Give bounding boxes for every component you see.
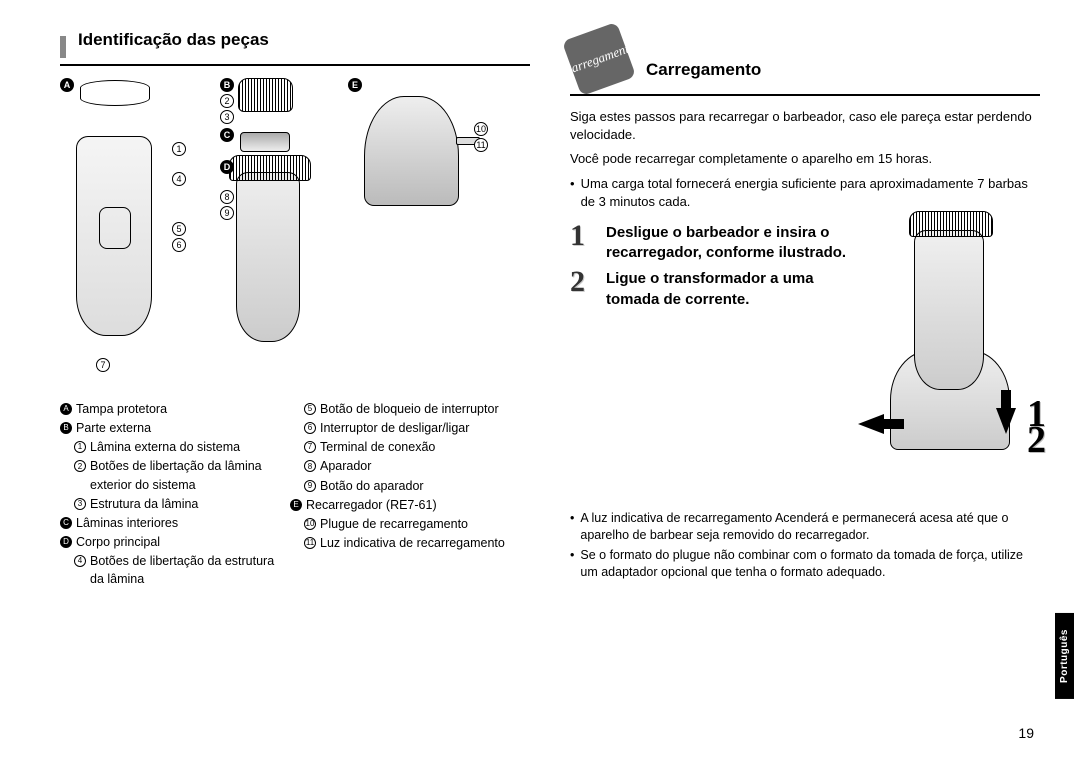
left-title: Identificação das peças: [74, 30, 269, 50]
step-number-2: 2: [570, 267, 596, 297]
legend-item: 7Terminal de conexão: [304, 438, 530, 456]
marker-4: 4: [172, 172, 186, 186]
marker-b: B: [220, 78, 234, 92]
marker-1: 1: [172, 142, 186, 156]
marker-e: E: [348, 78, 362, 92]
note-text: A luz indicativa de recarregamento Acend…: [580, 510, 1040, 545]
left-column: Identificação das peças A B C D E 1 2 3 …: [60, 30, 530, 729]
marker-5: 5: [172, 222, 186, 236]
note-item: • Se o formato do plugue não combinar co…: [570, 547, 1040, 582]
bullet-dot: •: [570, 175, 575, 211]
marker-10: 10: [474, 122, 488, 136]
section-header-left: Identificação das peças: [60, 30, 530, 58]
diagram-inner-blades: [240, 132, 290, 152]
legend-item: ERecarregador (RE7-61): [304, 496, 530, 514]
parts-diagram: A B C D E 1 2 3 4 5 6 7 8 9 10 11: [60, 76, 530, 386]
legend-item: 10Plugue de recarregamento: [304, 515, 530, 533]
marker-11: 11: [474, 138, 488, 152]
bullet-dot: •: [570, 547, 574, 582]
language-tab: Português: [1055, 613, 1074, 699]
charging-notes: • A luz indicativa de recarregamento Ace…: [570, 510, 1040, 582]
parts-legend: ATampa protetora BParte externa 1Lâmina …: [60, 400, 530, 589]
marker-a: A: [60, 78, 74, 92]
legend-item: 9Botão do aparador: [304, 477, 530, 495]
diagram-outer-foil: [238, 78, 293, 112]
marker-d: D: [220, 160, 234, 174]
step-1: 1 Desligue o barbeador e insira o recarr…: [570, 221, 850, 264]
marker-2: 2: [220, 94, 234, 108]
arrow-left-icon: [858, 414, 884, 434]
marker-3: 3: [220, 110, 234, 124]
arrow-down-icon: [996, 408, 1016, 434]
step-number-1: 1: [570, 221, 596, 251]
marker-9: 9: [220, 206, 234, 220]
title-underline: [60, 64, 530, 66]
page-number: 19: [1018, 725, 1034, 741]
legend-item: CLâminas interiores: [60, 514, 286, 532]
legend-item: 8Aparador: [304, 457, 530, 475]
legend-item: 3Estrutura da lâmina: [60, 495, 286, 513]
legend-item: 6Interruptor de desligar/ligar: [304, 419, 530, 437]
diagram-charger: [364, 96, 459, 206]
diagram-step-2: 2: [1027, 418, 1046, 462]
charging-diagram: 1 2: [850, 220, 1040, 470]
marker-6: 6: [172, 238, 186, 252]
note-text: Se o formato do plugue não combinar com …: [580, 547, 1040, 582]
manual-page: Identificação das peças A B C D E 1 2 3 …: [0, 0, 1080, 759]
legend-item: ATampa protetora: [60, 400, 286, 418]
marker-8: 8: [220, 190, 234, 204]
legend-col-1: ATampa protetora BParte externa 1Lâmina …: [60, 400, 286, 589]
legend-item: DCorpo principal: [60, 533, 286, 551]
right-column: Carregamento Carregamento Siga estes pas…: [570, 30, 1040, 729]
legend-item: 1Lâmina externa do sistema: [60, 438, 286, 456]
decorative-stamp: Carregamento: [562, 22, 636, 96]
intro-paragraph-1: Siga estes passos para recarregar o barb…: [570, 108, 1040, 144]
step-2: 2 Ligue o transformador a uma tomada de …: [570, 267, 850, 310]
step-text-2: Ligue o transformador a uma tomada de co…: [606, 267, 850, 310]
bullet-dot: •: [570, 510, 574, 545]
legend-item: 11Luz indicativa de recarregamento: [304, 534, 530, 552]
legend-item: 2Botões de libertação da lâmina exterior…: [60, 457, 286, 493]
diagram-shaver-in-charger: [914, 230, 984, 390]
note-item: • A luz indicativa de recarregamento Ace…: [570, 510, 1040, 545]
legend-item: 5Botão de bloqueio de interruptor: [304, 400, 530, 418]
marker-7: 7: [96, 358, 110, 372]
intro-paragraph-2: Você pode recarregar completamente o apa…: [570, 150, 1040, 168]
intro-bullet-text: Uma carga total fornecerá energia sufici…: [581, 175, 1040, 211]
step-text-1: Desligue o barbeador e insira o recarreg…: [606, 221, 850, 264]
legend-item: 4Botões de libertação da estrutura da lâ…: [60, 552, 286, 588]
legend-item: BParte externa: [60, 419, 286, 437]
title-accent: [60, 36, 66, 58]
legend-col-2: 5Botão de bloqueio de interruptor 6Inter…: [304, 400, 530, 589]
marker-c: C: [220, 128, 234, 142]
diagram-body-with-trimmer: [236, 172, 300, 342]
diagram-cap: [80, 80, 150, 106]
title-underline-right: [570, 94, 1040, 96]
diagram-main-body: [76, 136, 152, 336]
section-header-right: Carregamento Carregamento: [570, 30, 1040, 88]
right-title: Carregamento: [642, 60, 761, 80]
intro-bullet: • Uma carga total fornecerá energia sufi…: [570, 175, 1040, 211]
